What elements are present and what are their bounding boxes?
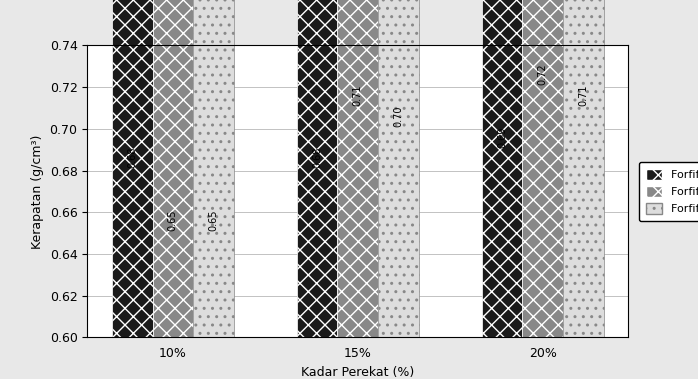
Bar (522, 0, 563, 337)
Bar (297, 0, 337, 337)
Bar (112, 0, 152, 337)
Bar (193, 0, 234, 337)
Bar (152, 0, 193, 337)
Text: 0.68: 0.68 (312, 147, 322, 169)
Text: 0.71: 0.71 (578, 85, 588, 106)
Y-axis label: Kerapatan (g/cm³): Kerapatan (g/cm³) (31, 134, 44, 249)
Text: 0.68: 0.68 (127, 147, 138, 169)
Text: 0.71: 0.71 (352, 85, 363, 106)
Text: 0.69: 0.69 (497, 126, 507, 148)
Bar (563, 0, 604, 337)
Legend: Forfifikasi 15%, Forfifikasi 30%, Forfifikasi 45%: Forfifikasi 15%, Forfifikasi 30%, Forfif… (639, 162, 698, 221)
Bar (482, 0, 522, 337)
Text: 0.65: 0.65 (209, 210, 218, 231)
Bar (378, 0, 419, 337)
Bar (337, 0, 378, 337)
X-axis label: Kadar Perekat (%): Kadar Perekat (%) (301, 366, 415, 379)
Text: 0.65: 0.65 (168, 210, 178, 231)
Text: 0.72: 0.72 (537, 63, 548, 85)
Text: 0.70: 0.70 (394, 105, 403, 127)
